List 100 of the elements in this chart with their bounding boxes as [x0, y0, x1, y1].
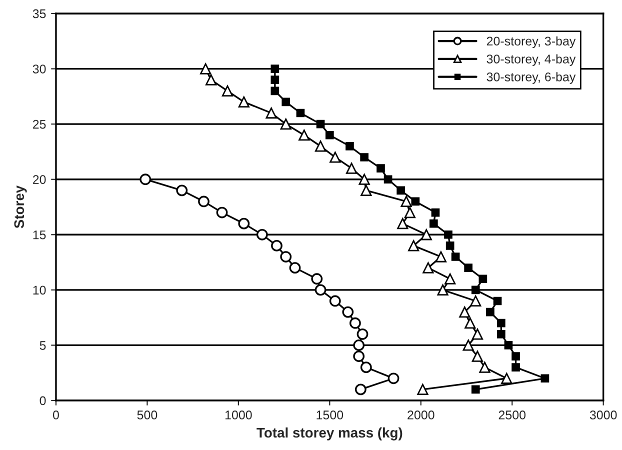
point [470, 295, 482, 307]
point [270, 76, 280, 84]
point [431, 208, 440, 217]
y-tick-label: 30 [32, 64, 46, 74]
point [422, 262, 434, 274]
x-tick-label: 2500 [498, 410, 526, 420]
point [280, 251, 292, 262]
point [360, 153, 368, 162]
point [404, 206, 416, 218]
point [256, 228, 268, 240]
x-tick-label: 500 [137, 410, 158, 420]
legend-label: 30-storey, 6-bay [486, 72, 576, 84]
point [471, 286, 480, 294]
point [282, 98, 290, 106]
point [497, 330, 506, 338]
y-tick-label: 20 [32, 175, 46, 184]
point [356, 328, 368, 340]
point [200, 63, 212, 74]
point [176, 184, 188, 196]
point [472, 350, 484, 362]
point [446, 242, 454, 250]
x-tick-label: 0 [52, 410, 59, 420]
point [346, 162, 358, 174]
point [411, 197, 420, 206]
point [353, 340, 365, 351]
point [360, 184, 372, 196]
legend-label: 20-storey, 3-bay [486, 36, 576, 48]
point [271, 240, 282, 252]
point [325, 130, 334, 140]
point [206, 74, 217, 86]
point [280, 118, 292, 130]
point [222, 85, 234, 96]
point [314, 140, 326, 152]
point [471, 385, 480, 394]
point [472, 328, 484, 340]
point [464, 264, 472, 272]
y-tick-label: 0 [40, 396, 46, 406]
x-tick-label: 3000 [590, 410, 617, 420]
point [238, 96, 250, 108]
point [504, 341, 513, 350]
point [501, 372, 512, 384]
point [435, 251, 447, 262]
point [478, 274, 488, 284]
point [198, 196, 210, 208]
point [497, 318, 506, 328]
point [311, 273, 323, 285]
point [512, 363, 520, 372]
point [486, 308, 494, 316]
point [238, 218, 250, 230]
point [444, 230, 452, 239]
y-tick-label: 10 [33, 286, 46, 295]
y-tick-label: 25 [32, 120, 46, 129]
point [342, 306, 354, 318]
x-axis-title: Total storey mass (kg) [256, 427, 402, 440]
point [417, 384, 428, 395]
point [360, 362, 372, 374]
point [388, 372, 400, 384]
point [296, 108, 305, 118]
point [354, 384, 366, 396]
point [437, 284, 448, 296]
y-tick-label: 5 [40, 341, 46, 350]
y-axis-title: Storey [14, 185, 27, 228]
point [493, 296, 502, 306]
point [346, 142, 354, 150]
point [316, 120, 325, 128]
x-tick-label: 1500 [316, 410, 344, 420]
point [459, 306, 470, 318]
point [429, 219, 438, 228]
point [408, 240, 420, 252]
point [298, 130, 310, 141]
point [289, 262, 301, 274]
point [451, 252, 460, 261]
x-tick-label: 1000 [225, 410, 252, 420]
point [464, 318, 476, 329]
point [540, 374, 550, 383]
point [512, 352, 520, 360]
point [396, 186, 405, 195]
point [140, 174, 152, 186]
point [216, 206, 228, 218]
point [479, 362, 490, 373]
point [384, 175, 392, 184]
point [444, 273, 456, 284]
point [270, 86, 280, 96]
point [420, 229, 432, 240]
point [270, 64, 280, 73]
point [314, 284, 326, 296]
point [350, 317, 361, 329]
y-tick-label: 15 [33, 230, 46, 240]
point [358, 174, 370, 185]
x-tick-label: 2000 [408, 410, 434, 420]
point [400, 196, 412, 208]
legend-label: 30-storey, 4-bay [486, 54, 576, 66]
point [330, 152, 341, 163]
point [353, 350, 365, 362]
point [329, 295, 341, 307]
point [397, 218, 408, 230]
point [462, 340, 474, 351]
point [266, 107, 277, 119]
point [376, 164, 385, 172]
y-tick-label: 35 [32, 9, 46, 18]
